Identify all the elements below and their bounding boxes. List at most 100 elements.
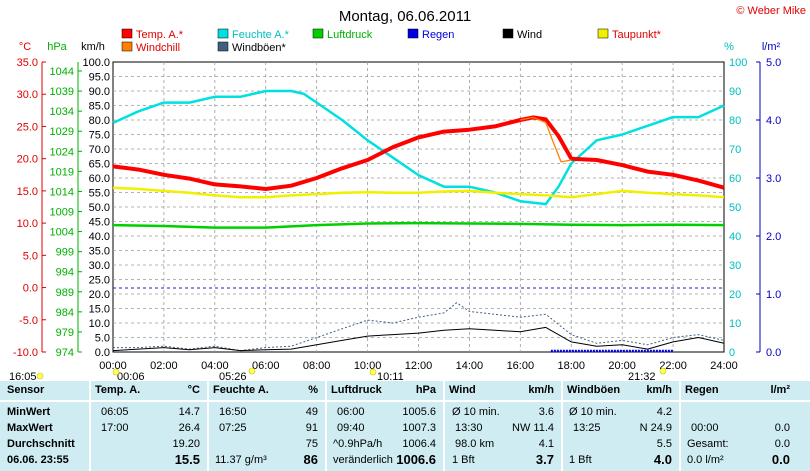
rain-max-value: 0.0	[774, 422, 790, 434]
pressure-min-time: 06:00	[337, 406, 365, 418]
legend-swatch	[217, 28, 229, 39]
rain-tick-label: 0.0	[766, 347, 781, 359]
humidity-unit: %	[308, 384, 318, 396]
series-wind	[112, 326, 725, 352]
rain-max-time: 00:00	[691, 422, 719, 434]
weather-chart: Montag, 06.06.2011 © Weber Mike Temp. A.…	[9, 5, 806, 381]
humidity-absolute: 11.37 g/m³	[215, 454, 267, 466]
row-label-current: 06.06. 23:55	[7, 454, 69, 466]
legend-swatch	[121, 41, 133, 52]
x-tick-label: 22:00	[659, 360, 687, 372]
column-divider	[679, 381, 681, 471]
x-tick-label: 06:00	[252, 360, 280, 372]
wind-current-value: 3.7	[535, 452, 554, 467]
legend-swatch	[217, 41, 229, 52]
pressure-tick-label: 1014	[50, 186, 74, 198]
humidity-max-value: 91	[305, 422, 318, 434]
rain-axis-unit: l/m²	[762, 41, 781, 53]
sun-marker-icon	[369, 368, 377, 376]
temp-unit: °C	[187, 384, 200, 396]
series-temp-a	[112, 115, 725, 191]
column-divider	[325, 381, 327, 471]
temp-tick-label: 0.0	[23, 283, 38, 295]
temp-tick-label: -10.0	[13, 347, 38, 359]
x-tick-label: 10:00	[354, 360, 382, 372]
axes-ticks: 35.0 30.0 25.0 20.0 15.0 10.0 5.0 0.0 -5.0 -10.0 1…	[13, 57, 781, 372]
wind-tick-label: 50.0	[89, 202, 110, 214]
wind-tick-label: 15.0	[89, 304, 110, 316]
wind-avg-label: Ø 10 min.	[452, 406, 500, 418]
wind-max-value: NW 11.4	[512, 422, 554, 434]
x-tick-label: 08:00	[303, 360, 331, 372]
legend-label: Temp. A.*	[136, 29, 184, 41]
temp-max-time: 17:00	[101, 422, 129, 434]
humidity-header: Feuchte A.	[213, 384, 269, 396]
copyright-text: © Weber Mike	[736, 5, 806, 17]
wind-tick-label: 75.0	[89, 130, 110, 142]
temp-tick-label: 20.0	[17, 154, 38, 166]
sun-marker-icon	[112, 368, 120, 376]
pressure-tick-label: 1034	[50, 106, 74, 118]
column-divider	[443, 381, 445, 471]
gusts-day-avg: 5.5	[656, 438, 672, 450]
legend-swatch	[312, 28, 324, 39]
temp-header: Temp. A.	[95, 384, 141, 396]
temp-max-value: 26.4	[178, 422, 200, 434]
legend-swatch	[597, 28, 609, 39]
temp-tick-label: 35.0	[17, 57, 38, 69]
marker-time-label: 00:06	[117, 371, 145, 381]
legend-label: Wind	[517, 29, 542, 41]
marker-time-label: 21:32	[628, 371, 656, 381]
rain-tick-label: 5.0	[766, 57, 781, 69]
humidity-tick-label: 0	[729, 347, 735, 359]
x-tick-label: 12:00	[405, 360, 433, 372]
humidity-tick-label: 70	[729, 144, 741, 156]
pressure-tick-label: 999	[56, 247, 74, 259]
legend-swatch	[407, 28, 419, 39]
humidity-avg-value: 75	[305, 438, 318, 450]
humidity-tick-label: 50	[729, 202, 741, 214]
pressure-tick-label: 974	[56, 347, 74, 359]
wind-tick-label: 5.0	[95, 333, 110, 345]
temp-avg-value: 19.20	[172, 438, 200, 450]
marker-time-label: 05:26	[219, 371, 247, 381]
pressure-current-value: 1006.6	[396, 452, 436, 467]
wind-unit: km/h	[528, 384, 554, 396]
gusts-unit: km/h	[646, 384, 672, 396]
pressure-tick-label: 1004	[50, 227, 74, 239]
wind-tick-label: 55.0	[89, 188, 110, 200]
chart-title: Montag, 06.06.2011	[339, 8, 471, 25]
legend-label: Taupunkt*	[612, 29, 662, 41]
humidity-min-value: 49	[305, 406, 318, 418]
row-label-max: MaxWert	[7, 422, 53, 434]
pressure-tick-label: 1019	[50, 166, 74, 178]
legend-swatch	[121, 28, 133, 39]
wind-axis-unit: km/h	[81, 41, 105, 53]
x-tick-label: 14:00	[456, 360, 484, 372]
pressure-tick-label: 989	[56, 287, 74, 299]
legend-label: Regen	[422, 29, 454, 41]
pressure-axis-unit: hPa	[47, 41, 67, 53]
temp-min-time: 06:05	[101, 406, 129, 418]
humidity-tick-label: 60	[729, 173, 741, 185]
legend: Temp. A.* Feuchte A.* Luftdruck Regen Wind Ta…	[121, 28, 662, 54]
rain-tick-label: 4.0	[766, 115, 781, 127]
temp-tick-label: 5.0	[23, 250, 38, 262]
wind-tick-label: 90.0	[89, 86, 110, 98]
wind-tick-label: 30.0	[89, 260, 110, 272]
wind-tick-label: 40.0	[89, 231, 110, 243]
sensor-header: Sensor	[7, 384, 45, 396]
series-taupunkt	[112, 186, 725, 199]
table-header-divider	[0, 400, 810, 402]
sun-marker-icon	[659, 367, 667, 375]
gusts-avg-value: 4.2	[656, 406, 672, 418]
wind-tick-label: 25.0	[89, 275, 110, 287]
humidity-tick-label: 10	[729, 318, 741, 330]
gusts-max-time: 13:25	[573, 422, 601, 434]
humidity-tick-label: 80	[729, 115, 741, 127]
marker-time-label: 10:11	[377, 371, 404, 381]
x-tick-label: 02:00	[150, 360, 178, 372]
rain-current-rate: 0.0 l/m²	[687, 454, 724, 466]
humidity-min-time: 16:50	[219, 406, 247, 418]
row-label-min: MinWert	[7, 406, 51, 418]
